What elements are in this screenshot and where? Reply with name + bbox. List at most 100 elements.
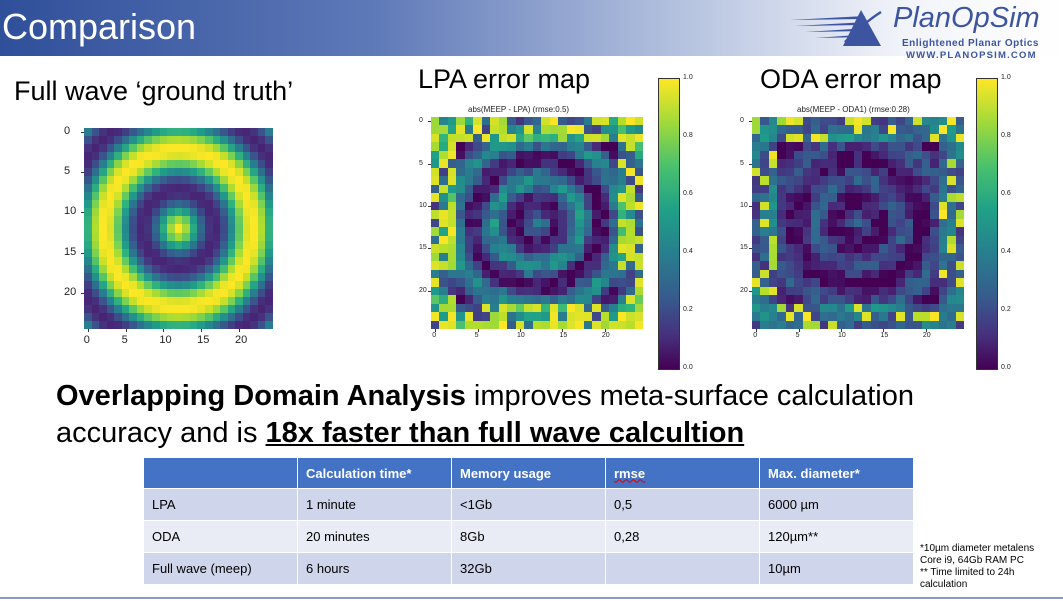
- heatmap-cell: [507, 320, 516, 329]
- heatmap-cell: [921, 193, 931, 202]
- heatmap-cell: [144, 280, 153, 289]
- heatmap-cell: [947, 133, 956, 143]
- heatmap-cell: [129, 272, 137, 281]
- heatmap-cell: [189, 288, 198, 297]
- heatmap-cell: [921, 312, 931, 321]
- heatmap-cell: [626, 227, 635, 236]
- heatmap-cell: [752, 227, 761, 236]
- heatmap-cell: [930, 201, 939, 211]
- heatmap-cell: [174, 272, 183, 281]
- heatmap-cell: [114, 304, 122, 313]
- heatmap-cell: [84, 168, 92, 177]
- heatmap-cell: [626, 261, 635, 270]
- heatmap-cell: [524, 252, 533, 262]
- heatmap-cell: [524, 227, 533, 236]
- heatmap-cell: [896, 312, 905, 321]
- heatmap-cell: [592, 252, 601, 262]
- heatmap-cell: [235, 248, 243, 257]
- heatmap-cell: [887, 286, 897, 296]
- heatmap-cell: [250, 168, 258, 177]
- heatmap-cell: [197, 128, 205, 137]
- heatmap-cell: [481, 125, 491, 134]
- heatmap-cell: [947, 227, 956, 236]
- heatmap-cell: [592, 278, 601, 287]
- heatmap-cell: [626, 278, 635, 287]
- heatmap-cell: [575, 227, 584, 236]
- heatmap-cell: [566, 303, 576, 313]
- heatmap-cell: [785, 167, 795, 177]
- heatmap-cell: [189, 168, 198, 177]
- heatmap-cell: [167, 256, 175, 265]
- heatmap-cell: [870, 227, 880, 236]
- heatmap-cell: [583, 133, 593, 143]
- heatmap-cell: [106, 128, 115, 137]
- heatmap-cell: [227, 248, 236, 257]
- heatmap-cell: [947, 261, 956, 270]
- heatmap-cell: [507, 286, 516, 296]
- heatmap-cell: [583, 218, 593, 228]
- heatmap-cell: [802, 210, 812, 219]
- heatmap-cell: [566, 167, 576, 177]
- heatmap-cell: [777, 235, 786, 245]
- heatmap-cell: [524, 125, 533, 134]
- heatmap-cell: [819, 269, 829, 279]
- heatmap-cell: [549, 210, 559, 219]
- heatmap-cell: [106, 304, 115, 313]
- heatmap-cell: [617, 184, 627, 194]
- heatmap-cell: [634, 261, 643, 270]
- heatmap-cell: [845, 184, 854, 194]
- heatmap-cell: [600, 286, 610, 296]
- heatmap-cell: [524, 235, 533, 245]
- heatmap-cell: [144, 168, 153, 177]
- heatmap-cell: [136, 128, 145, 137]
- heatmap-cell: [490, 295, 499, 304]
- heatmap-cell: [592, 184, 601, 194]
- heatmap-cell: [136, 224, 145, 233]
- heatmap-cell: [904, 133, 914, 143]
- heatmap-cell: [197, 144, 205, 153]
- heatmap-cell: [819, 201, 829, 211]
- heatmap-cell: [768, 269, 778, 279]
- heatmap-cell: [811, 117, 820, 126]
- heatmap-cell: [609, 244, 618, 253]
- heatmap-cell: [600, 193, 610, 202]
- heatmap-cell: [456, 261, 465, 270]
- heatmap-cell: [930, 142, 939, 151]
- heatmap-cell: [768, 184, 778, 194]
- heatmap-cell: [212, 264, 221, 273]
- heatmap-cell: [212, 248, 221, 257]
- heatmap-cell: [524, 312, 533, 321]
- heatmap-cell: [760, 303, 769, 313]
- heatmap-cell: [447, 278, 457, 287]
- heatmap-cell: [227, 160, 236, 169]
- heatmap-cell: [541, 320, 550, 329]
- heatmap-cell: [836, 303, 846, 313]
- heatmap-cell: [921, 269, 931, 279]
- heatmap-cell: [182, 168, 190, 177]
- heatmap-cell: [106, 240, 115, 249]
- heatmap-cell: [174, 144, 183, 153]
- heatmap-cell: [515, 150, 525, 160]
- heatmap-cell: [785, 125, 795, 134]
- heatmap-cell: [904, 320, 914, 329]
- heatmap-cell: [473, 252, 482, 262]
- heatmap-cell: [532, 320, 542, 329]
- heatmap-cell: [212, 232, 221, 241]
- y-tick-mark: [428, 206, 431, 208]
- heatmap-cell: [507, 210, 516, 219]
- heatmap-cell: [617, 159, 627, 168]
- heatmap-cell: [819, 125, 829, 134]
- heatmap-cell: [159, 136, 168, 145]
- heatmap-cell: [600, 261, 610, 270]
- heatmap-cell: [828, 167, 837, 177]
- heatmap-cell: [879, 295, 888, 304]
- heatmap-cell: [227, 208, 236, 217]
- heatmap-cell: [811, 269, 820, 279]
- heatmap-cell: [144, 184, 153, 193]
- heatmap-cell: [473, 312, 482, 321]
- comparison-table: Calculation time* Memory usage rmse Max.…: [143, 457, 914, 585]
- heatmap-cell: [541, 210, 550, 219]
- heatmap-cell: [257, 224, 266, 233]
- heatmap-cell: [870, 125, 880, 134]
- heatmap-cell: [235, 176, 243, 185]
